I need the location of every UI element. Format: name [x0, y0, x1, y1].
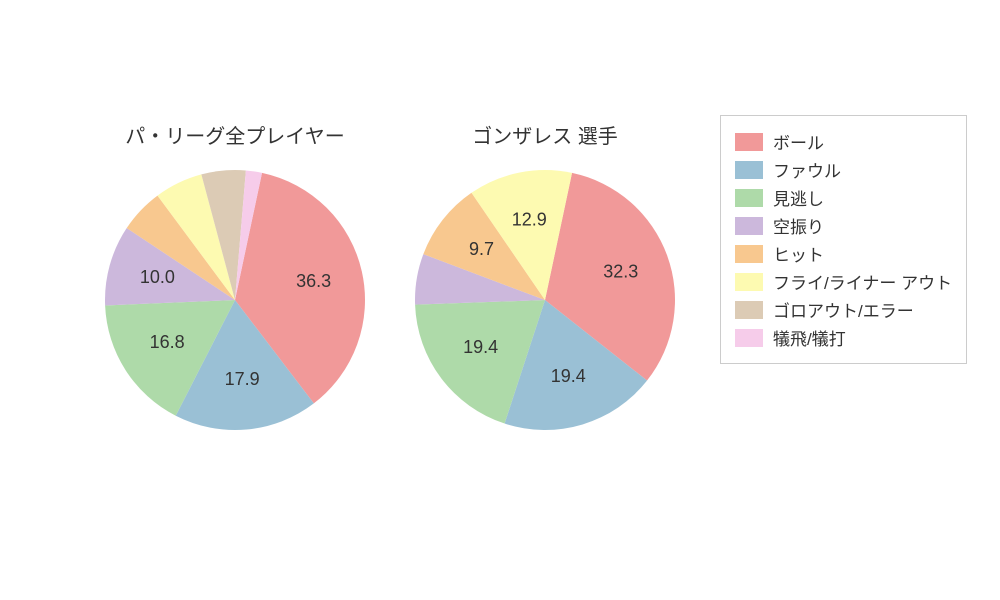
pie-0-label-ball: 36.3 — [296, 271, 331, 291]
pie-0-label-look: 16.8 — [150, 332, 185, 352]
legend-item-flyout: フライ/ライナー アウト — [735, 269, 952, 294]
legend-label-groundout: ゴロアウト/エラー — [773, 297, 914, 322]
legend-label-look: 見逃し — [773, 185, 824, 210]
legend-label-ball: ボール — [773, 129, 824, 154]
legend-item-look: 見逃し — [735, 185, 952, 210]
legend-swatch-groundout — [735, 301, 763, 319]
legend-label-swing: 空振り — [773, 213, 824, 238]
pie-0-label-swing: 10.0 — [140, 267, 175, 287]
legend-label-hit: ヒット — [773, 241, 824, 266]
legend-swatch-hit — [735, 245, 763, 263]
legend-item-hit: ヒット — [735, 241, 952, 266]
legend-swatch-swing — [735, 217, 763, 235]
pie-chart-0: 36.3 17.9 16.8 10.0 — [65, 130, 405, 470]
legend: ボールファウル見逃し空振りヒットフライ/ライナー アウトゴロアウト/エラー犠飛/… — [720, 115, 967, 364]
pie-1-label-foul: 19.4 — [551, 366, 586, 386]
legend-item-sac: 犠飛/犠打 — [735, 325, 952, 350]
pie-1-label-ball: 32.3 — [603, 261, 638, 281]
pie-0-label-foul: 17.9 — [225, 369, 260, 389]
legend-label-flyout: フライ/ライナー アウト — [773, 269, 952, 294]
legend-item-swing: 空振り — [735, 213, 952, 238]
legend-swatch-sac — [735, 329, 763, 347]
legend-label-sac: 犠飛/犠打 — [773, 325, 846, 350]
legend-swatch-look — [735, 189, 763, 207]
pie-1-label-flyout: 12.9 — [512, 210, 547, 230]
legend-item-ball: ボール — [735, 129, 952, 154]
legend-item-foul: ファウル — [735, 157, 952, 182]
pie-1-label-hit: 9.7 — [469, 239, 494, 259]
legend-swatch-ball — [735, 133, 763, 151]
chart-container: パ・リーグ全プレイヤー36.317.916.810.0ゴンザレス 選手32.31… — [0, 0, 1000, 600]
pie-1-label-look: 19.4 — [463, 337, 498, 357]
legend-item-groundout: ゴロアウト/エラー — [735, 297, 952, 322]
pie-chart-1: 32.3 19.4 19.4 9.7 12.9 — [375, 130, 715, 470]
legend-label-foul: ファウル — [773, 157, 841, 182]
legend-swatch-foul — [735, 161, 763, 179]
legend-swatch-flyout — [735, 273, 763, 291]
